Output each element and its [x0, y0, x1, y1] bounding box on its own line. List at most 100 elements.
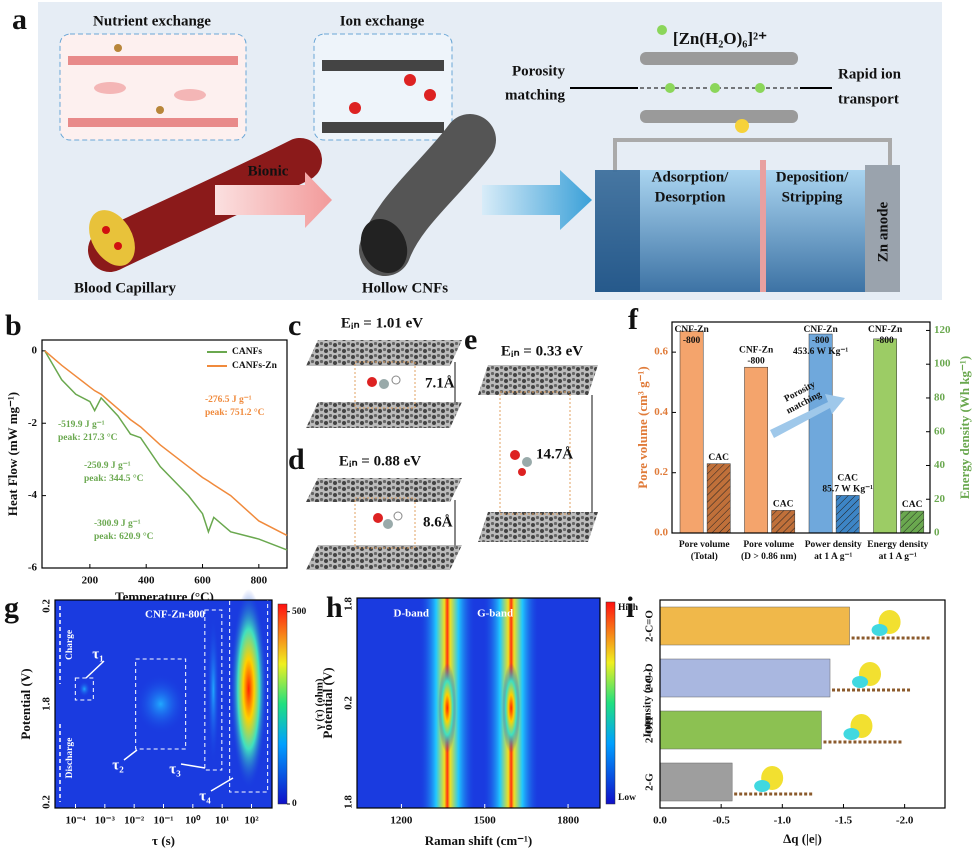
fiber-opening: [360, 218, 408, 274]
x-tick-label: -1.0: [774, 815, 792, 827]
x-tick-label: 10²: [244, 815, 259, 827]
annotation: peak: 620.9 °C: [94, 531, 154, 542]
peak: [134, 674, 187, 734]
y-category: 2-C=O: [644, 610, 656, 642]
x-tick-label: 10⁻¹: [153, 815, 173, 827]
x-category: Pore volume: [679, 540, 730, 550]
atom: [383, 519, 393, 529]
y2-tick-label: 100: [934, 358, 951, 370]
bulb: [735, 119, 749, 133]
unit-box: [354, 361, 416, 409]
graphene-sheet: [306, 402, 462, 428]
label: Hollow CNFs: [362, 280, 448, 296]
plot-frame: [659, 599, 946, 809]
bar-hatch: [771, 510, 795, 533]
y-axis-label: Potential (V): [18, 668, 33, 739]
bar: [659, 658, 831, 698]
label: Rapid ion: [838, 66, 902, 82]
x-axis-label: τ (s): [152, 833, 175, 848]
bar-label: -800: [683, 336, 701, 346]
blood-cell: [102, 226, 110, 234]
vessel-wall: [68, 56, 238, 65]
y2-tick-label: 80: [934, 391, 946, 403]
panels-cde: c Eᵢₙ = 1.01 eV 7.1Å d Eᵢₙ = 0.88 eV 8.6…: [288, 309, 598, 570]
x-axis-label: Raman shift (cm⁻¹): [425, 833, 533, 848]
label: Blood Capillary: [74, 280, 177, 296]
x-tick-label: 1200: [390, 815, 413, 827]
bar-label: CNF-Zn: [868, 325, 903, 335]
panel-letter: c: [288, 309, 301, 342]
y-axis-label: Heat Flow (mW mg⁻¹): [5, 392, 20, 516]
panel-a: a Nutrient exchange Ion exchange [Zn(H₂O…: [12, 2, 942, 300]
ion: [424, 89, 436, 101]
chart-title: CNF-Zn-800: [145, 609, 205, 621]
arrow: [482, 170, 592, 230]
wire: [613, 138, 892, 172]
atom: [522, 457, 532, 467]
label: Porosity: [512, 63, 566, 79]
atom: [379, 379, 389, 389]
bar: [679, 330, 704, 534]
label: [Zn(H₂O)₆]²⁺: [673, 29, 767, 48]
peak: [230, 589, 267, 789]
bar-label: CAC: [837, 474, 858, 484]
legend-label: CANFs: [232, 347, 262, 357]
energy-label: Eᵢₙ = 0.88 eV: [339, 453, 421, 469]
y-tick-label: 0.2: [41, 795, 53, 809]
peak-label: τ₄: [199, 788, 211, 804]
heatmap-background: [357, 598, 600, 808]
distance-label: 8.6Å: [423, 514, 453, 530]
legend-label: CANFs-Zn: [232, 361, 278, 371]
cell: [94, 82, 126, 94]
x-tick-label: -0.5: [712, 815, 730, 827]
label: Nutrient exchange: [93, 13, 211, 29]
bar: [659, 762, 733, 802]
carbon-wall: [322, 60, 444, 71]
atom: [367, 377, 377, 387]
x-tick-label: 600: [194, 575, 211, 587]
y-category: 2-G: [644, 773, 656, 791]
capillary-section: [89, 210, 135, 266]
x-tick-label: 400: [138, 575, 155, 587]
graphene-sheet: [478, 512, 598, 542]
panel-letter: h: [326, 591, 343, 624]
arrow-label: Discharge: [65, 738, 75, 779]
peak-arrow: [123, 749, 138, 761]
label: matching: [505, 87, 566, 103]
x-tick-label: 800: [251, 575, 268, 587]
colorbar: [605, 601, 616, 805]
colorbar-label: Intensity (a.u.): [642, 668, 654, 737]
peak: [78, 681, 91, 697]
panel-letter: a: [12, 3, 27, 36]
graphene-sheet: [306, 478, 462, 502]
y-axis-label: Potential (V): [320, 667, 335, 738]
label: Stripping: [782, 189, 843, 205]
label: Ion exchange: [340, 13, 425, 29]
arrow: [215, 172, 332, 228]
charge-lobe: [852, 676, 869, 688]
value-label: 85.7 W Kg⁻¹: [822, 485, 873, 495]
y-tick-label: 0: [32, 344, 38, 356]
x-tick-label: 1500: [474, 815, 497, 827]
hydrated-ion: [710, 83, 720, 93]
peak-arrow: [180, 763, 206, 769]
annotation: -250.9 J g⁻¹: [84, 461, 131, 471]
x-category: at 1 A g⁻¹: [814, 552, 852, 562]
peak-box: [74, 677, 94, 701]
atom: [393, 511, 403, 521]
y2-tick-label: 40: [934, 459, 946, 471]
x-category: Pore volume: [743, 540, 794, 550]
annotation: -276.5 J g⁻¹: [205, 395, 252, 405]
nutrient: [156, 106, 164, 114]
label: Desorption: [655, 189, 726, 205]
peak-label: τ₃: [169, 761, 181, 777]
plot-frame: [671, 321, 931, 534]
annotation: peak: 217.3 °C: [58, 432, 118, 443]
y-tick-label: 0.2: [654, 466, 668, 478]
bar: [659, 606, 850, 646]
colorbar-tick-label: 500: [292, 607, 307, 617]
y2-axis-label: Energy density (Wh kg⁻¹): [957, 356, 972, 499]
annotation: -300.9 J g⁻¹: [94, 519, 141, 529]
y-axis-label: Pore volume (cm³ g⁻¹): [635, 366, 650, 488]
